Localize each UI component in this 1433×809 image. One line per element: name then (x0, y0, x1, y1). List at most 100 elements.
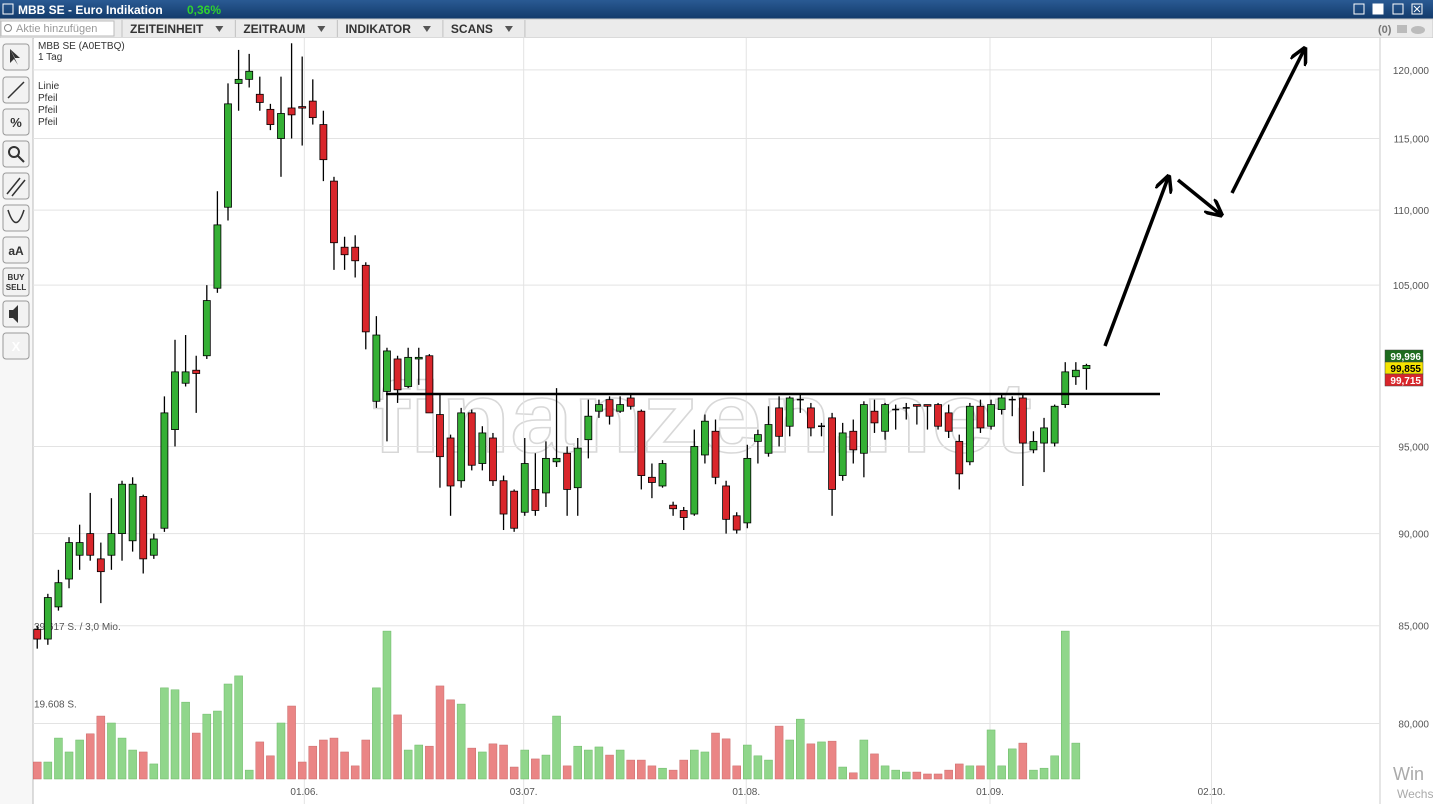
candle-body (255, 93, 264, 103)
candle-body (955, 440, 964, 475)
candle-body (870, 410, 879, 424)
text-tool: aA (8, 244, 24, 258)
os-notice: Win (1393, 764, 1424, 784)
candle-body (436, 414, 444, 458)
volume-bar (1039, 767, 1049, 780)
candle-body (330, 180, 338, 244)
candle-body (679, 510, 688, 518)
volume-bar (244, 769, 254, 780)
candle-body (965, 405, 974, 463)
candle-body (944, 412, 953, 432)
candle-body (881, 404, 889, 432)
volume-bar (403, 749, 413, 780)
y-tick-label: 90,000 (1398, 530, 1429, 541)
candle-body (224, 103, 232, 208)
candle-body (181, 371, 190, 384)
menu-arrow (215, 26, 224, 32)
x-tick-label: 02.10. (1198, 787, 1226, 798)
volume-bar (1018, 742, 1028, 780)
volume-bar (85, 733, 95, 780)
menu-item[interactable]: ZEITEINHEIT (130, 22, 204, 36)
volume-bar (859, 739, 869, 780)
change: 0,36% (187, 3, 221, 17)
volume-bar (32, 761, 42, 780)
candle-body (75, 542, 84, 556)
volume-bar (668, 769, 678, 780)
volume-bar (456, 703, 466, 780)
candle-body (308, 100, 317, 119)
drawing-label: Linie (38, 81, 60, 92)
volume-bar (435, 685, 445, 780)
x-tick-label: 01.06. (290, 787, 318, 798)
volume-bar (213, 710, 222, 780)
volume-bar (149, 763, 159, 780)
candle-body (489, 437, 497, 482)
candle-body (584, 415, 593, 441)
volume-bar (743, 744, 752, 780)
volume-bar (531, 758, 540, 780)
volume-bar (562, 765, 572, 780)
search-input[interactable] (0, 20, 115, 37)
volume-bar (287, 705, 296, 780)
candle-body (828, 417, 836, 490)
candle-body (923, 404, 932, 407)
volume-bar (870, 753, 879, 780)
volume-bar (96, 715, 106, 780)
volume-bar (637, 759, 646, 780)
candle-body (266, 108, 275, 125)
volume-bar (986, 729, 996, 780)
candle-body (775, 407, 783, 437)
window-controls[interactable] (1353, 3, 1423, 15)
candle-body (1071, 369, 1080, 378)
percent-tool: % (10, 115, 22, 130)
volume-bar (255, 741, 265, 780)
volume-bar (753, 755, 763, 780)
tool-buttons[interactable] (2, 43, 30, 360)
volume-bar (700, 751, 710, 780)
candle-body (722, 485, 731, 520)
volume-bar (138, 751, 148, 780)
menu-item[interactable]: ZEITRAUM (243, 22, 305, 36)
volume-bar (711, 732, 720, 780)
candle-body (149, 538, 158, 556)
volume-bar (849, 772, 858, 780)
candle-body (605, 399, 614, 417)
candle-body (372, 334, 381, 402)
volume-bar (1008, 748, 1017, 780)
candle-body (573, 447, 582, 489)
volume-bar (509, 766, 519, 780)
candle-body (351, 246, 360, 262)
volume-bar (414, 744, 424, 780)
volume-bar (955, 763, 964, 780)
candle-body (542, 457, 550, 494)
volume-bar (605, 754, 614, 780)
menu-item[interactable]: SCANS (451, 22, 493, 36)
menu-item[interactable]: INDIKATOR (345, 22, 411, 36)
y-tick-label: 115,000 (1394, 135, 1430, 146)
cloud-icon[interactable] (1411, 26, 1425, 34)
volume-bar (679, 759, 688, 780)
volume-bar (721, 738, 731, 780)
y-tick-label: 95,000 (1398, 442, 1429, 453)
buy-tool: BUY (8, 273, 26, 282)
candle-body (701, 420, 709, 456)
volume-bar (690, 749, 699, 780)
volume-bar (1071, 742, 1081, 780)
volume-bar (350, 765, 360, 780)
volume-bar (806, 743, 816, 780)
candle-body (859, 404, 868, 454)
volume-bar (234, 675, 243, 780)
close-tool: X (12, 339, 21, 354)
volume-bar (191, 732, 201, 780)
menu-arrow (504, 26, 513, 32)
candle-body (912, 404, 921, 407)
x-tick-label: 01.08. (732, 787, 760, 798)
search-icon (4, 24, 12, 32)
candle-body (277, 113, 285, 139)
volume-bar (223, 683, 233, 780)
volume-bar (64, 751, 74, 780)
volume-bar (880, 765, 890, 780)
candle-body (997, 397, 1006, 410)
folder-icon[interactable] (1397, 25, 1407, 33)
